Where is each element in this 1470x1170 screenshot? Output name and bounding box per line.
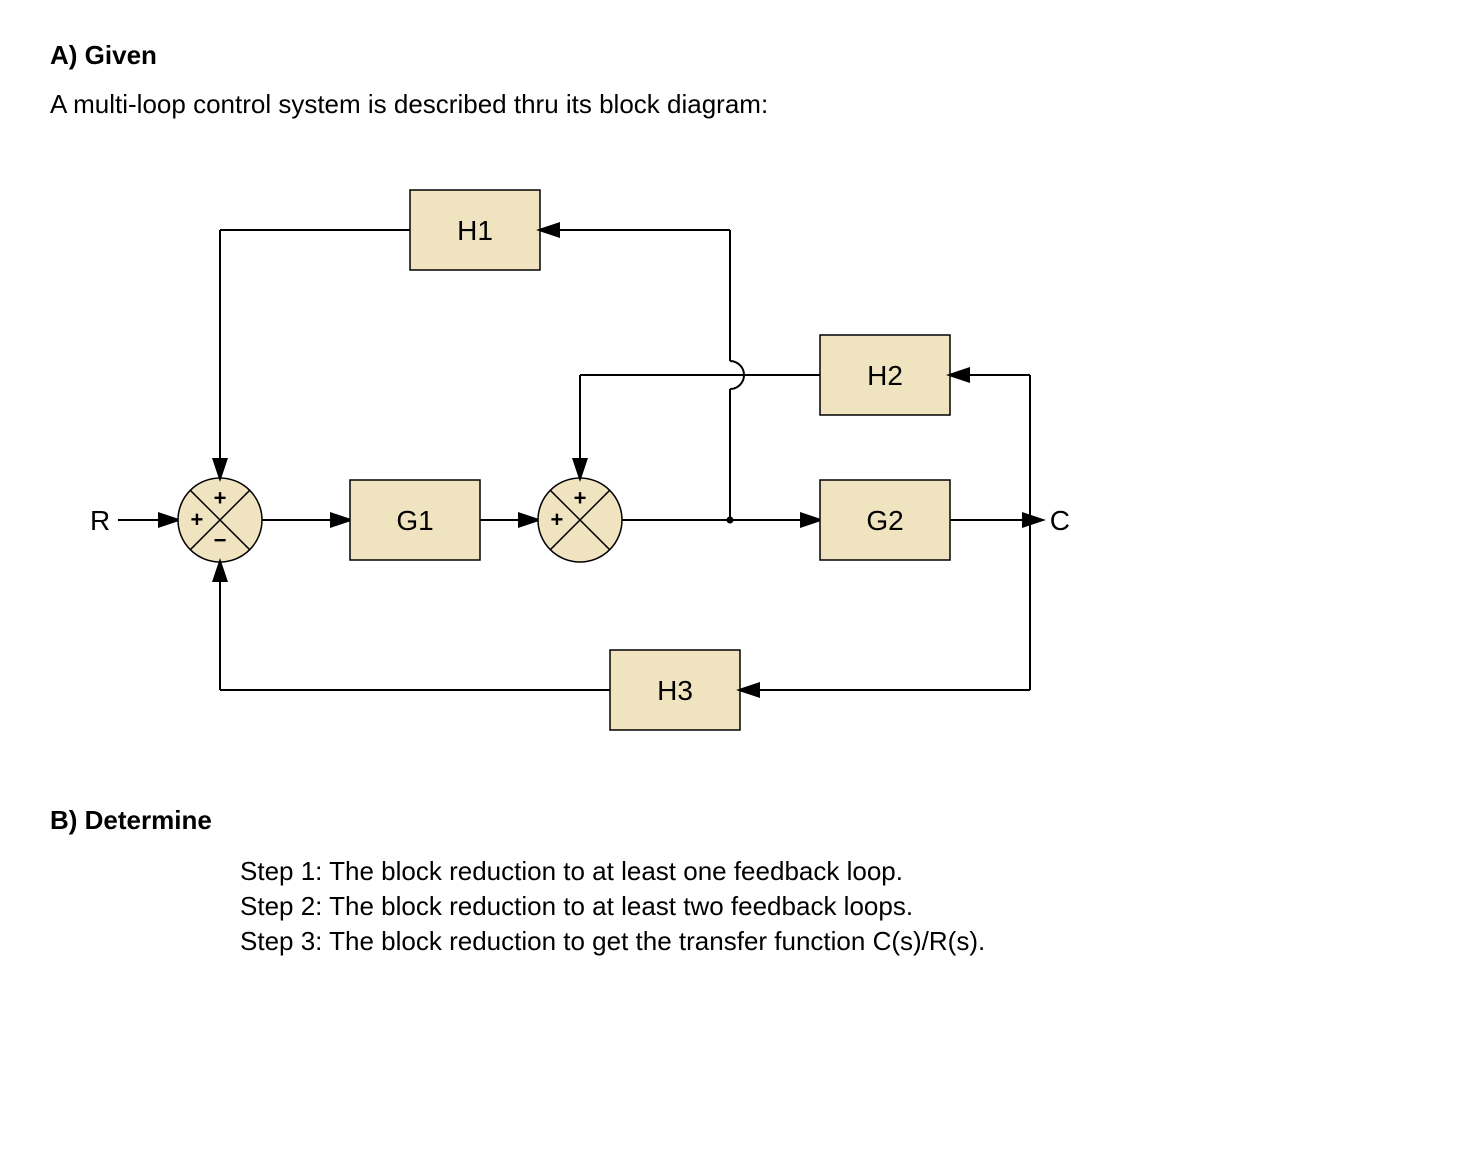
section-a-heading: A) Given — [50, 40, 1420, 71]
svg-text:H2: H2 — [867, 360, 903, 391]
svg-text:C: C — [1050, 505, 1070, 536]
svg-text:G2: G2 — [866, 505, 903, 536]
block-diagram: R++−G1++G2CH1H2H3 — [50, 150, 1420, 765]
svg-text:H3: H3 — [657, 675, 693, 706]
section-a-description: A multi-loop control system is described… — [50, 89, 1420, 120]
svg-text:G1: G1 — [396, 505, 433, 536]
svg-text:−: − — [214, 527, 227, 552]
svg-text:+: + — [550, 507, 563, 532]
step-2: Step 2: The block reduction to at least … — [240, 889, 1420, 924]
svg-text:+: + — [574, 485, 587, 510]
svg-text:+: + — [190, 507, 203, 532]
step-1: Step 1: The block reduction to at least … — [240, 854, 1420, 889]
svg-text:R: R — [90, 505, 110, 536]
step-3: Step 3: The block reduction to get the t… — [240, 924, 1420, 959]
block-diagram-svg: R++−G1++G2CH1H2H3 — [50, 150, 1110, 760]
steps-list: Step 1: The block reduction to at least … — [240, 854, 1420, 959]
svg-text:H1: H1 — [457, 215, 493, 246]
section-b-heading: B) Determine — [50, 805, 1420, 836]
svg-text:+: + — [214, 485, 227, 510]
